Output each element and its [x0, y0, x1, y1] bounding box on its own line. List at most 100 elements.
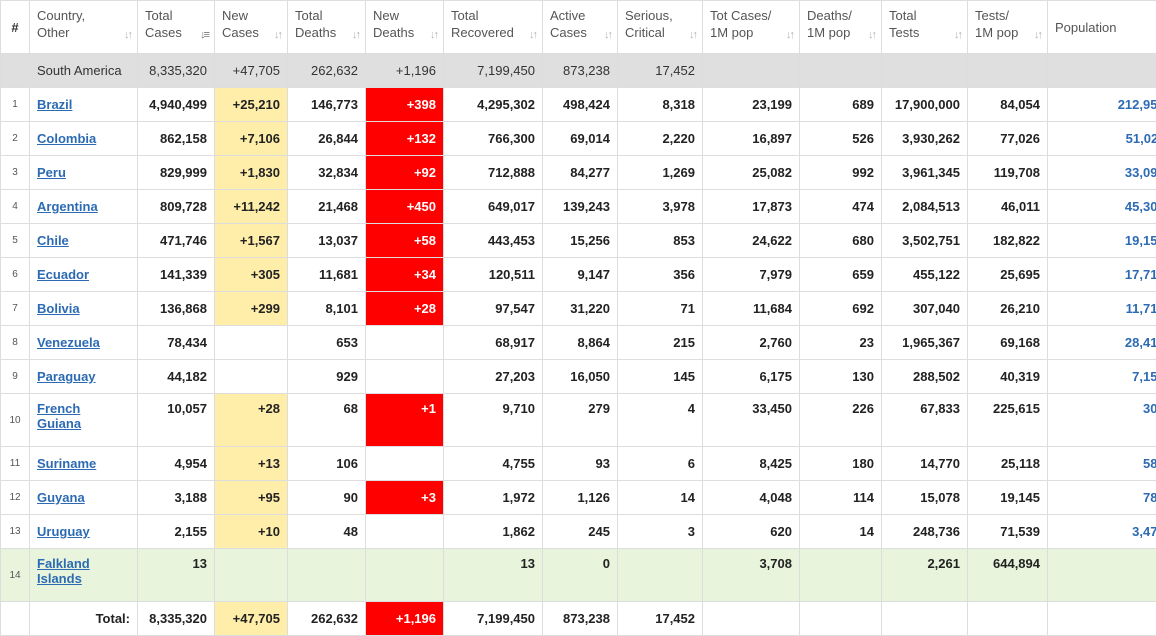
- new-cases-cell: +28: [215, 394, 288, 447]
- country-cell: Chile: [30, 224, 138, 258]
- total-recovered-cell: 27,203: [444, 360, 543, 394]
- sort-arrows-icon[interactable]: ↓↑: [352, 27, 359, 44]
- tot-cases-per-1m-cell: 17,873: [703, 190, 800, 224]
- country-link[interactable]: Chile: [37, 233, 69, 248]
- tests-per-1m-cell: 182,822: [968, 224, 1048, 258]
- sort-arrows-icon[interactable]: ↓↑: [529, 27, 536, 44]
- total-new-deaths: +1,196: [366, 602, 444, 636]
- sort-arrows-icon[interactable]: ↓↑: [689, 27, 696, 44]
- country-link[interactable]: Brazil: [37, 97, 72, 112]
- population-cell: 787,557: [1048, 481, 1156, 515]
- total-tests-cell: 67,833: [882, 394, 968, 447]
- new-deaths-cell: [366, 360, 444, 394]
- tests-per-1m-cell: 25,695: [968, 258, 1048, 292]
- sort-arrows-icon[interactable]: ↓↑: [786, 27, 793, 44]
- col-country-header[interactable]: Country,Other↓↑: [30, 1, 138, 54]
- total-deaths: 262,632: [288, 602, 366, 636]
- col-tests-per-1m-header[interactable]: Tests/1M pop↓↑: [968, 1, 1048, 54]
- sort-arrows-icon[interactable]: ↓↑: [430, 27, 437, 44]
- col-tot-cases-per-1m-header[interactable]: Tot Cases/1M pop↓↑: [703, 1, 800, 54]
- total-tests-cell: 15,078: [882, 481, 968, 515]
- total-recovered-cell: 712,888: [444, 156, 543, 190]
- country-cell: Brazil: [30, 88, 138, 122]
- tests-per-1m-cell: 119,708: [968, 156, 1048, 190]
- country-link[interactable]: Colombia: [37, 131, 96, 146]
- country-link[interactable]: Venezuela: [37, 335, 100, 350]
- country-name: Chile: [37, 233, 69, 248]
- total-tests-cell: 1,965,367: [882, 326, 968, 360]
- country-name: Uruguay: [37, 524, 90, 539]
- country-link[interactable]: Ecuador: [37, 267, 89, 282]
- col-deaths-per-1m-header[interactable]: Deaths/1M pop↓↑: [800, 1, 882, 54]
- sort-arrows-icon[interactable]: ↓↑: [1034, 27, 1041, 44]
- country-link[interactable]: Suriname: [37, 456, 96, 471]
- country-link[interactable]: Peru: [37, 165, 66, 180]
- header-label: Total: [145, 8, 172, 23]
- total-deaths-cell: 32,834: [288, 156, 366, 190]
- active-cases-cell: 16,050: [543, 360, 618, 394]
- sort-arrows-icon[interactable]: ↓↑: [868, 27, 875, 44]
- col-index-header[interactable]: #: [1, 1, 30, 54]
- row-index: 6: [1, 258, 30, 292]
- total-cases-cell: 136,868: [138, 292, 215, 326]
- country-link[interactable]: Argentina: [37, 199, 98, 214]
- col-total-recovered-header[interactable]: Total Recovered ↓↑: [444, 1, 543, 54]
- deaths-per-1m-cell: 526: [800, 122, 882, 156]
- population-cell: 33,091,634: [1048, 156, 1156, 190]
- header-label: Country,: [37, 8, 85, 23]
- header-label: Total: [451, 8, 478, 23]
- tot-cases-per-1m-cell: 3,708: [703, 549, 800, 602]
- sort-arrows-icon[interactable]: ↓≡: [200, 27, 208, 44]
- serious-critical-cell: 6: [618, 447, 703, 481]
- region-total-recovered: 7,199,450: [444, 54, 543, 88]
- serious-critical-cell: 3,978: [618, 190, 703, 224]
- new-deaths-cell: +3: [366, 481, 444, 515]
- new-deaths-cell: [366, 326, 444, 360]
- sort-arrows-icon[interactable]: ↓↑: [274, 27, 281, 44]
- region-new-cases: +47,705: [215, 54, 288, 88]
- header-label: Recovered: [451, 25, 514, 40]
- total-cases-cell: 2,155: [138, 515, 215, 549]
- col-population-header[interactable]: Population↓↑: [1048, 1, 1156, 54]
- country-link[interactable]: Bolivia: [37, 301, 80, 316]
- serious-critical-cell: 8,318: [618, 88, 703, 122]
- new-deaths-cell: [366, 549, 444, 602]
- country-cell: Suriname: [30, 447, 138, 481]
- header-label: 1M pop: [807, 25, 850, 40]
- country-link[interactable]: Paraguay: [37, 369, 96, 384]
- total-recovered: 7,199,450: [444, 602, 543, 636]
- population-cell: 3,506: [1048, 549, 1156, 602]
- sort-arrows-icon[interactable]: ↓↑: [954, 27, 961, 44]
- tot-cases-per-1m-cell: 620: [703, 515, 800, 549]
- country-link[interactable]: Guyana: [37, 490, 85, 505]
- total-tests-cell: 2,261: [882, 549, 968, 602]
- country-link[interactable]: Uruguay: [37, 524, 90, 539]
- tot-cases-per-1m-cell: 24,622: [703, 224, 800, 258]
- col-serious-critical-header[interactable]: Serious,Critical↓↑: [618, 1, 703, 54]
- header-label: New: [373, 8, 399, 23]
- new-cases-cell: +10: [215, 515, 288, 549]
- new-deaths-cell: +450: [366, 190, 444, 224]
- tests-per-1m-cell: 225,615: [968, 394, 1048, 447]
- tests-per-1m-cell: 69,168: [968, 326, 1048, 360]
- total-recovered-cell: 4,295,302: [444, 88, 543, 122]
- active-cases-cell: 498,424: [543, 88, 618, 122]
- new-deaths-cell: +28: [366, 292, 444, 326]
- header-label: Total: [889, 8, 916, 23]
- sort-arrows-icon[interactable]: ↓↑: [124, 27, 131, 44]
- tot-cases-per-1m-cell: 2,760: [703, 326, 800, 360]
- total-cases-cell: 862,158: [138, 122, 215, 156]
- sort-arrows-icon[interactable]: ↓↑: [604, 27, 611, 44]
